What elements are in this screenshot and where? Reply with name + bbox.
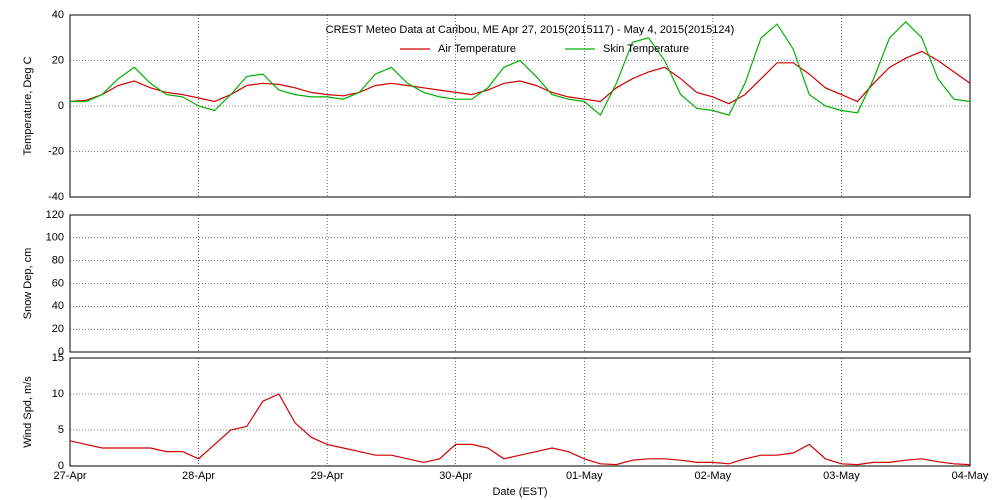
y-axis-label: Temperature, Deg C [22,56,34,155]
x-tick-label: 29-Apr [311,470,344,482]
data-line [69,50,971,105]
x-tick-label: 27-Apr [53,470,86,482]
y-tick-label: 20 [52,323,64,335]
x-tick-label: 04-May [952,470,989,482]
x-axis-label: Date (EST) [492,486,547,498]
y-tick-label: 0 [58,100,64,112]
y-tick-label: 10 [52,388,64,400]
plot-frame [69,357,971,467]
y-tick-label: 5 [58,424,64,436]
y-tick-label: 20 [52,54,64,66]
y-tick-label: 15 [52,352,64,364]
y-tick-label: -20 [48,145,64,157]
x-tick-label: 01-May [566,470,603,482]
x-tick-label: 02-May [695,470,732,482]
y-tick-label: 0 [58,460,64,472]
x-tick-label: 28-Apr [182,470,215,482]
y-tick-label: 120 [46,209,64,221]
x-tick-label: 30-Apr [439,470,472,482]
y-tick-label: 100 [46,232,64,244]
data-line [69,393,971,466]
y-tick-label: 60 [52,277,64,289]
legend-label: Skin Temperature [603,43,689,55]
plot-frame [69,14,971,198]
y-tick-label: 40 [52,300,64,312]
data-line [70,20,971,117]
y-tick-label: -40 [48,191,64,203]
plot-frame [69,214,971,353]
chart-title: CREST Meteo Data at Caribou, ME Apr 27, … [326,24,735,36]
legend-label: Air Temperature [438,43,516,55]
y-tick-label: 40 [52,9,64,21]
y-axis-label: Snow Dep, cm [22,248,34,320]
y-tick-label: 0 [58,346,64,358]
y-axis-label: Wind Spd, m/s [22,376,34,448]
y-tick-label: 80 [52,255,64,267]
x-tick-label: 03-May [823,470,860,482]
